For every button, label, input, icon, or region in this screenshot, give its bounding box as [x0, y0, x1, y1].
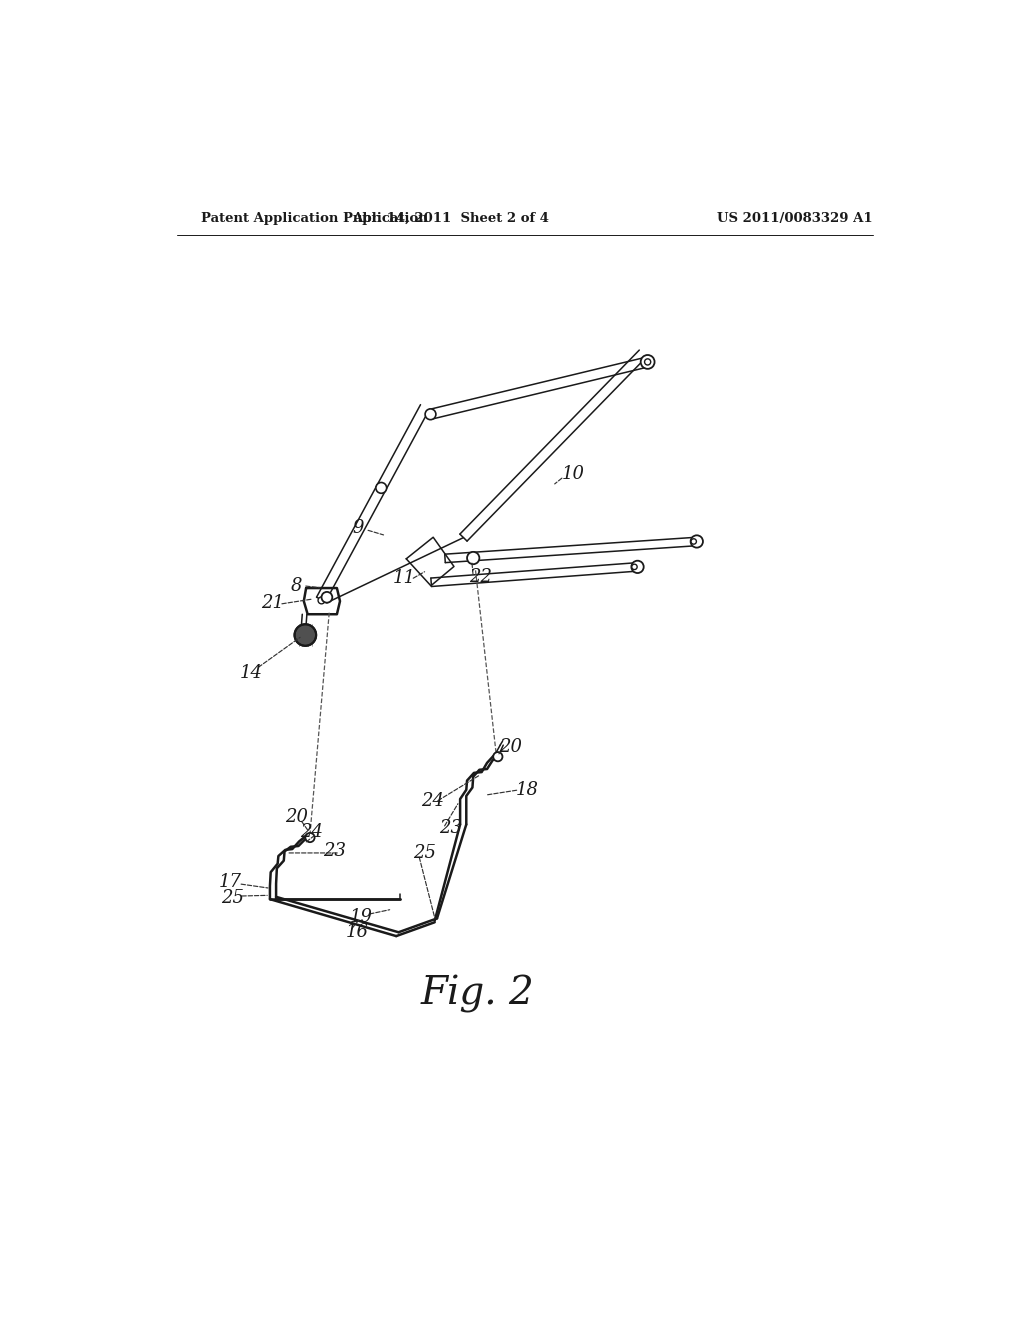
Circle shape — [641, 355, 654, 368]
Text: Apr. 14, 2011  Sheet 2 of 4: Apr. 14, 2011 Sheet 2 of 4 — [351, 213, 549, 224]
Text: 14: 14 — [240, 664, 263, 681]
Text: 19: 19 — [350, 908, 373, 925]
Text: 17: 17 — [219, 874, 242, 891]
Text: Patent Application Publication: Patent Application Publication — [202, 213, 428, 224]
Circle shape — [322, 591, 333, 603]
Text: 25: 25 — [221, 888, 245, 907]
Circle shape — [644, 359, 650, 366]
Text: 23: 23 — [324, 842, 346, 861]
Circle shape — [376, 483, 387, 494]
Circle shape — [467, 552, 479, 564]
Circle shape — [318, 597, 325, 603]
Text: 11: 11 — [392, 569, 416, 587]
Circle shape — [425, 409, 436, 420]
Circle shape — [690, 536, 702, 548]
Text: 18: 18 — [516, 781, 539, 799]
Text: 21: 21 — [261, 594, 285, 612]
Text: 25: 25 — [414, 843, 436, 862]
Circle shape — [691, 539, 696, 544]
Text: 10: 10 — [562, 465, 585, 483]
Text: 20: 20 — [499, 738, 521, 756]
Text: 23: 23 — [438, 820, 462, 837]
Circle shape — [494, 752, 503, 762]
Text: 20: 20 — [285, 808, 307, 826]
Text: 16: 16 — [346, 923, 370, 941]
Circle shape — [632, 564, 637, 569]
Text: 9: 9 — [352, 519, 364, 537]
Text: 24: 24 — [421, 792, 443, 810]
Text: 24: 24 — [300, 824, 323, 841]
Text: 8: 8 — [291, 577, 302, 595]
Text: Fig. 2: Fig. 2 — [420, 975, 534, 1012]
Circle shape — [305, 833, 314, 842]
Circle shape — [295, 624, 316, 645]
Circle shape — [632, 561, 644, 573]
Text: 22: 22 — [469, 568, 493, 586]
Text: US 2011/0083329 A1: US 2011/0083329 A1 — [717, 213, 872, 224]
